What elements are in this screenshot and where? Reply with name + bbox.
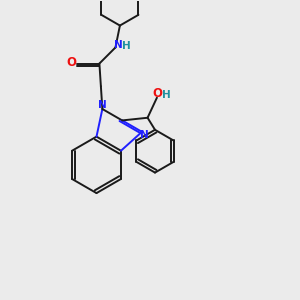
Text: N: N xyxy=(140,130,149,140)
Text: N: N xyxy=(98,100,107,110)
Text: H: H xyxy=(122,41,131,51)
Text: O: O xyxy=(153,87,163,100)
Text: O: O xyxy=(66,56,76,69)
Text: H: H xyxy=(162,90,171,100)
Text: N: N xyxy=(114,40,123,50)
